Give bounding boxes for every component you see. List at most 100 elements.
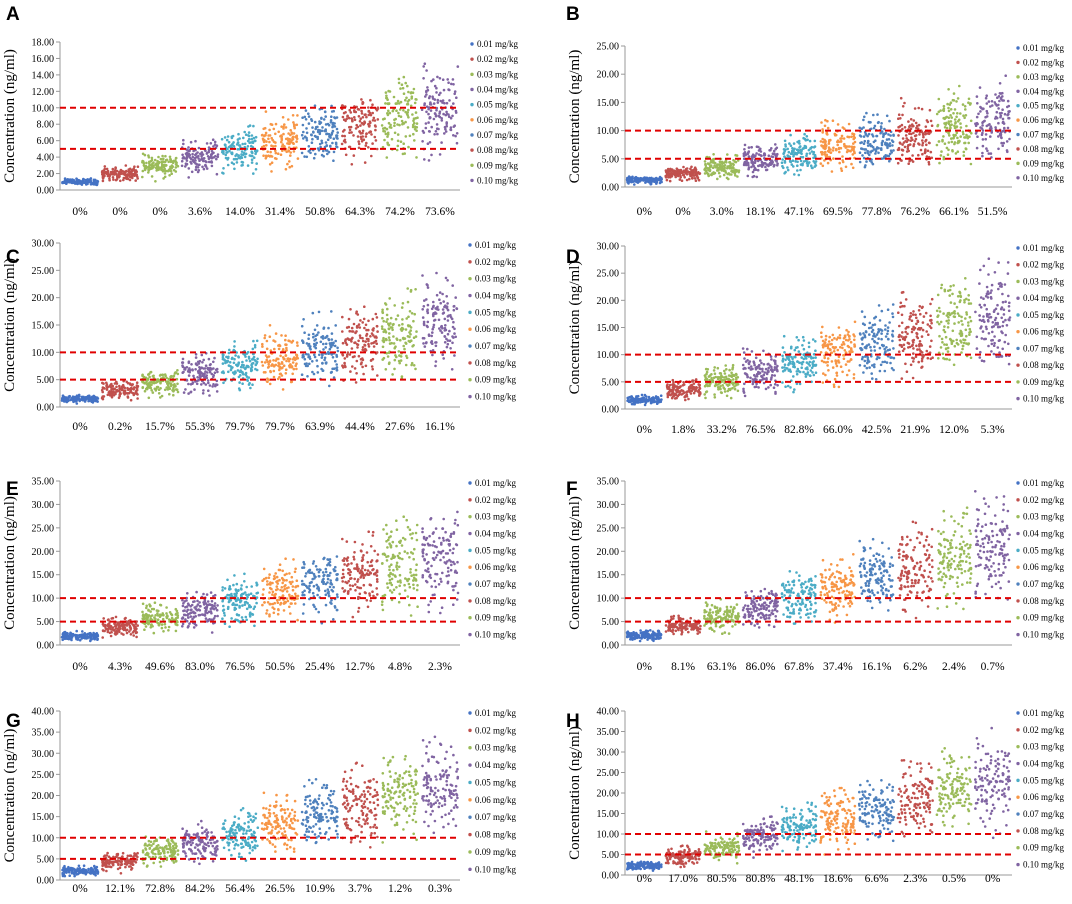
data-point	[266, 377, 269, 380]
data-point	[660, 398, 663, 401]
data-point	[893, 357, 896, 360]
data-point	[359, 117, 362, 120]
data-point	[335, 142, 338, 145]
data-point	[206, 142, 209, 145]
data-point	[64, 181, 67, 184]
data-point	[150, 160, 153, 163]
data-point	[412, 320, 415, 323]
data-point	[832, 157, 835, 160]
data-point	[225, 154, 228, 157]
data-point	[441, 293, 444, 296]
data-point	[421, 308, 424, 311]
data-point	[141, 176, 144, 179]
data-point	[831, 170, 834, 173]
data-point	[859, 333, 862, 336]
data-point	[444, 341, 447, 344]
data-point	[427, 113, 430, 116]
data-point	[292, 340, 295, 343]
data-point	[457, 65, 460, 68]
data-point	[393, 122, 396, 125]
data-point	[696, 175, 699, 178]
data-point	[159, 387, 162, 390]
data-point	[430, 126, 433, 129]
data-point	[743, 357, 746, 360]
percentage-label: 64.3%	[345, 206, 375, 218]
data-point	[859, 134, 862, 137]
data-point	[407, 316, 410, 319]
data-point	[1003, 127, 1006, 130]
data-point	[115, 386, 118, 389]
data-point	[697, 383, 700, 386]
data-point	[228, 141, 231, 144]
data-point	[781, 165, 784, 168]
data-point	[154, 159, 157, 162]
data-point	[348, 117, 351, 120]
data-point	[173, 383, 176, 386]
data-point	[793, 388, 796, 391]
data-point	[798, 174, 801, 177]
data-point	[104, 168, 107, 171]
data-point	[402, 345, 405, 348]
data-point	[947, 153, 950, 156]
data-point	[355, 127, 358, 130]
data-point	[454, 135, 457, 138]
data-point	[238, 137, 241, 140]
data-point	[727, 378, 730, 381]
legend-label: 0.05 mg/kg	[475, 307, 517, 317]
data-point	[445, 121, 448, 124]
data-point	[370, 155, 373, 158]
data-point	[674, 397, 677, 400]
data-point	[432, 301, 435, 304]
data-point	[112, 168, 115, 171]
data-point	[826, 154, 829, 157]
data-point	[425, 111, 428, 114]
data-point	[815, 371, 818, 374]
data-point	[873, 127, 876, 130]
data-point	[875, 316, 878, 319]
data-point	[718, 163, 721, 166]
data-point	[884, 350, 887, 353]
data-point	[763, 363, 766, 366]
data-point	[874, 323, 877, 326]
data-point	[742, 364, 745, 367]
data-point	[386, 156, 389, 159]
data-point	[407, 91, 410, 94]
data-point	[884, 143, 887, 146]
data-point	[382, 339, 385, 342]
data-point	[703, 393, 706, 396]
data-point	[413, 313, 416, 316]
data-point	[174, 372, 177, 375]
data-point	[282, 126, 285, 129]
data-point	[281, 145, 284, 148]
data-point	[118, 385, 121, 388]
data-point	[424, 345, 427, 348]
data-point	[438, 298, 441, 301]
y-tick-label: 10.00	[32, 103, 55, 114]
data-point	[695, 170, 698, 173]
data-point	[406, 111, 409, 114]
data-point	[241, 371, 244, 374]
data-point	[374, 124, 377, 127]
data-point	[786, 148, 789, 151]
data-point	[265, 110, 268, 113]
data-point	[833, 350, 836, 353]
data-point	[411, 113, 414, 116]
data-point	[743, 391, 746, 394]
data-point	[374, 129, 377, 132]
data-point	[144, 165, 147, 168]
data-point	[176, 369, 179, 372]
data-point	[965, 125, 968, 128]
data-point	[273, 348, 276, 351]
data-point	[809, 140, 812, 143]
data-point	[270, 137, 273, 140]
data-point	[287, 139, 290, 142]
data-point	[768, 154, 771, 157]
data-point	[304, 358, 307, 361]
data-point	[999, 116, 1002, 119]
data-point	[912, 145, 915, 148]
data-point	[950, 120, 953, 123]
data-point	[837, 336, 840, 339]
data-point	[120, 170, 123, 173]
data-point	[449, 339, 452, 342]
data-point	[93, 181, 96, 184]
